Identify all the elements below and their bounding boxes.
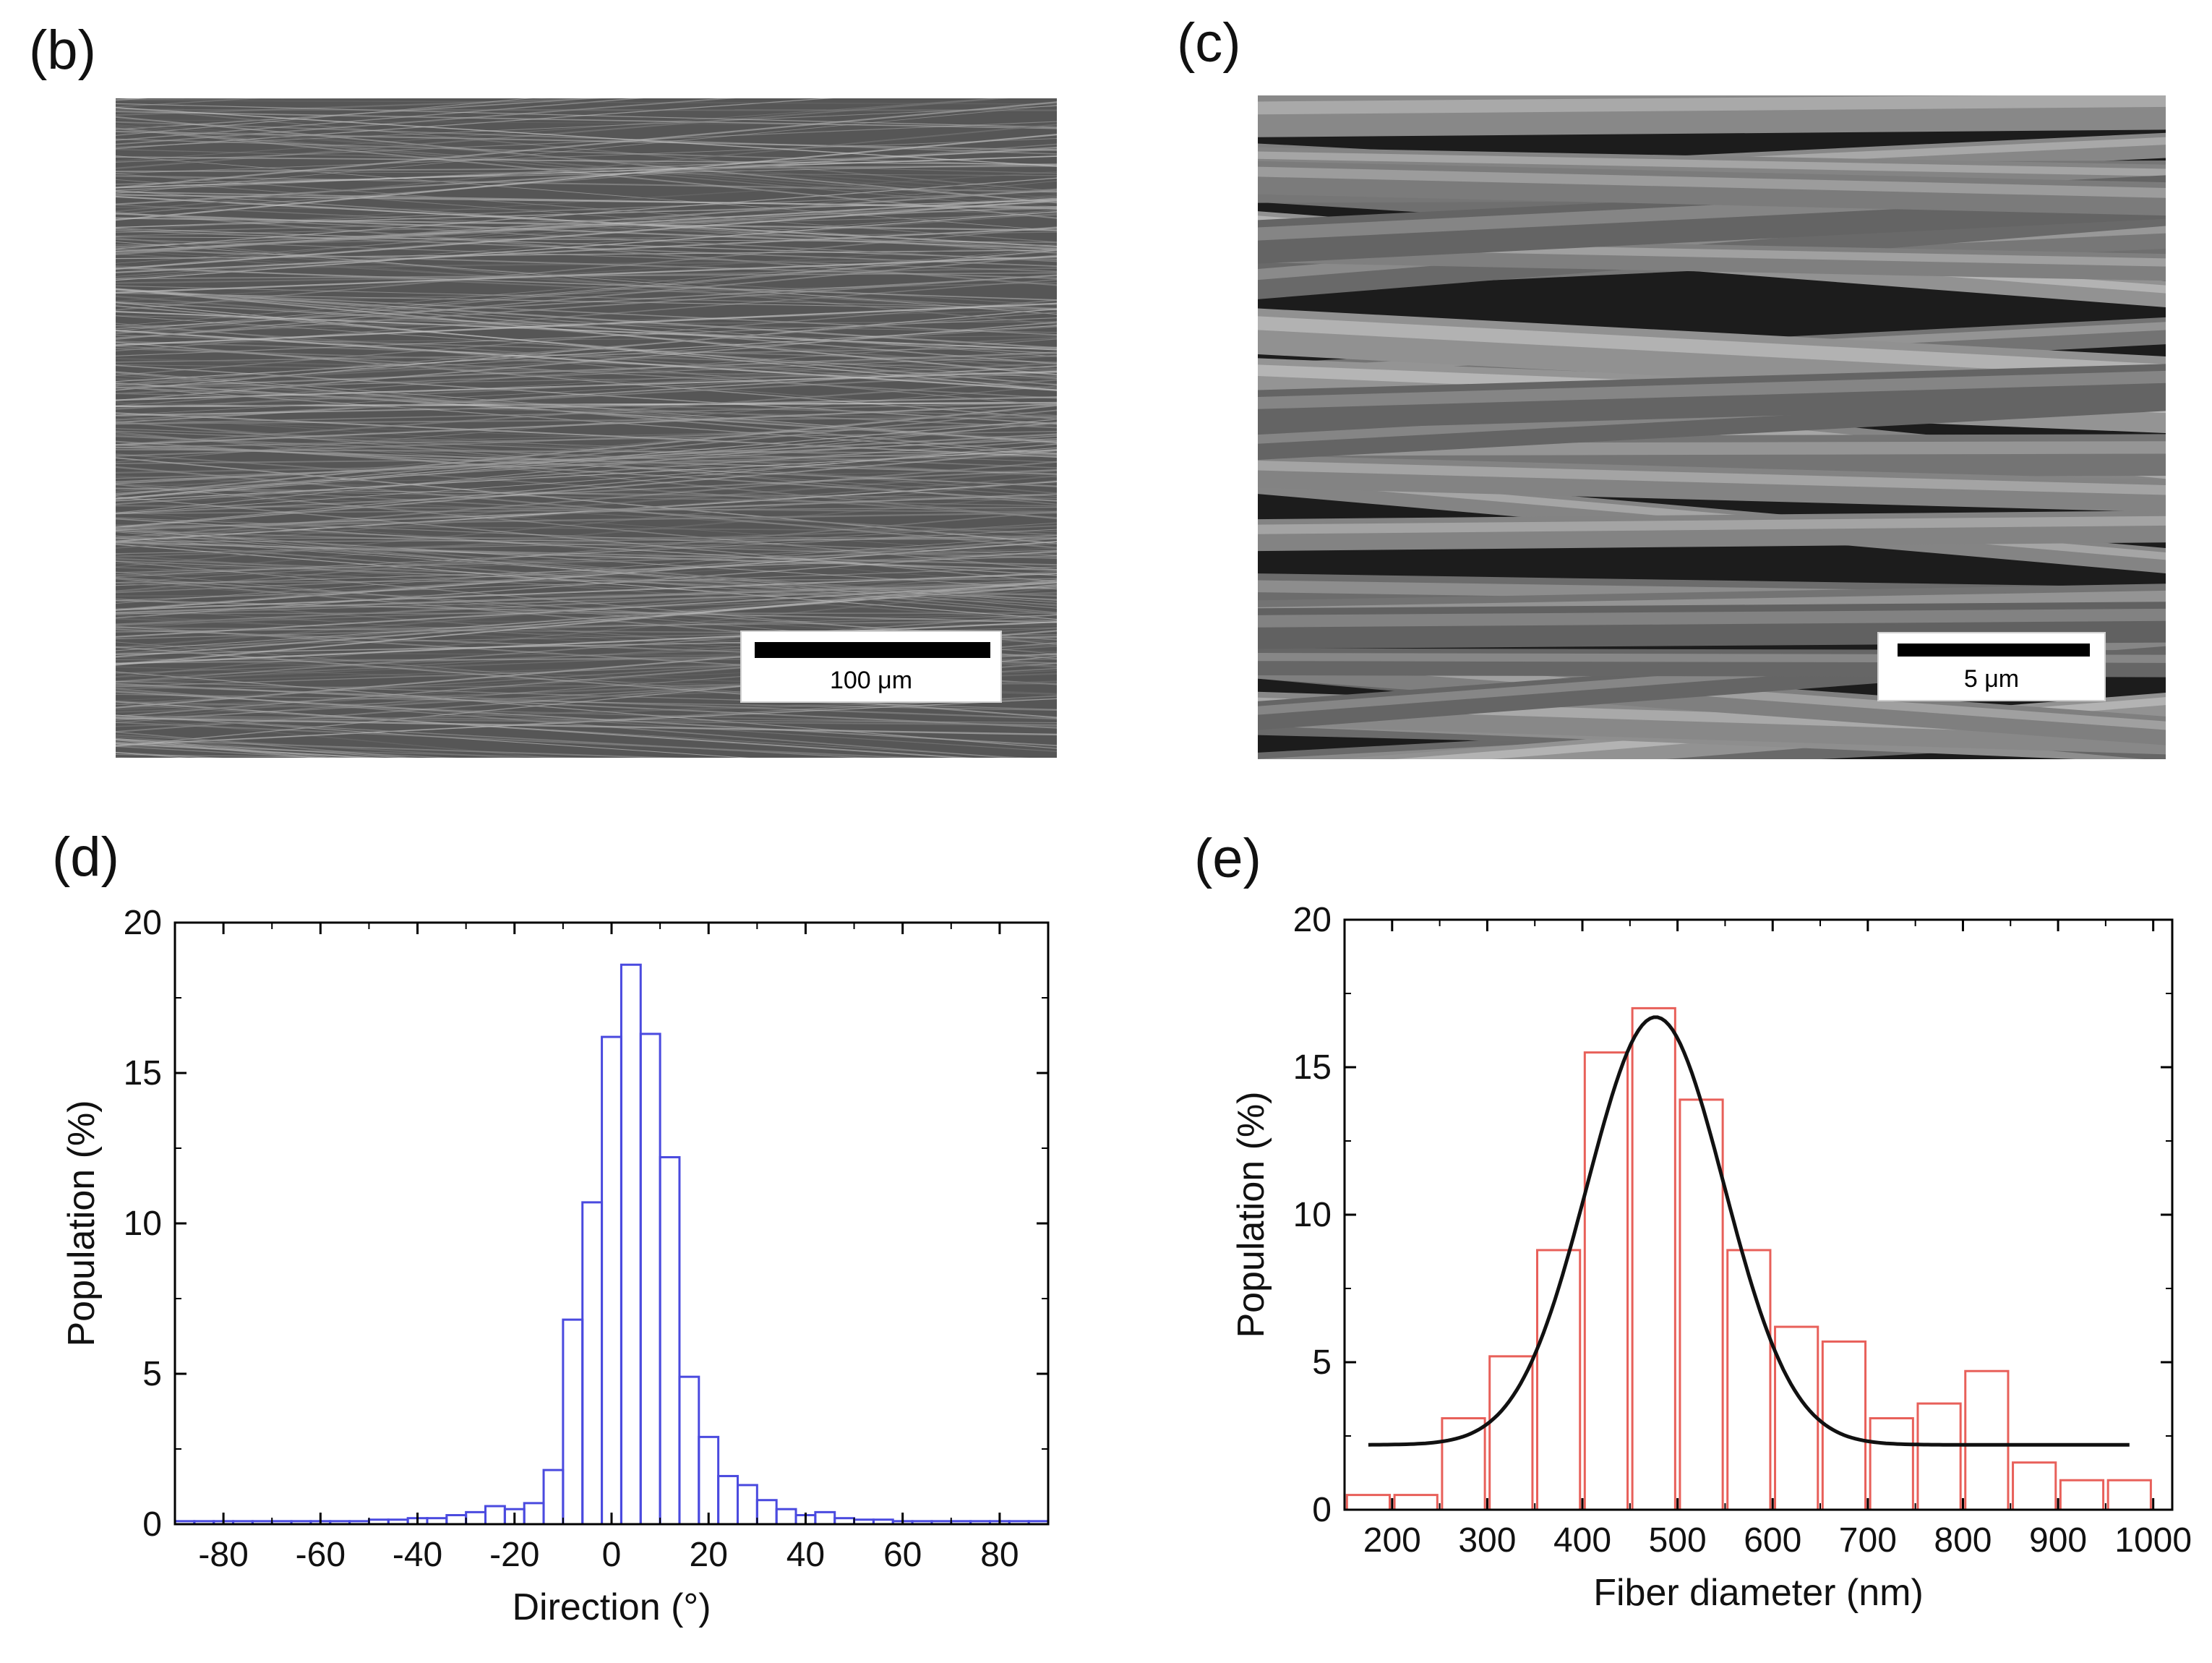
y-tick-label: 0 [142,1505,162,1544]
y-tick-label: 15 [1293,1048,1332,1087]
sem-fibers-c [1258,95,2166,759]
x-tick-label: 600 [1744,1521,1801,1560]
panel-label-d: (d) [52,826,119,888]
x-tick-label: 40 [786,1536,825,1574]
y-tick-label: 5 [142,1355,162,1393]
x-tick-label: 300 [1458,1521,1516,1560]
y-tick-label: 20 [124,904,162,942]
scale-bar-label-c: 5 μm [1963,665,2020,693]
sem-fibers-b [116,98,1057,758]
panel-label-e: (e) [1194,828,1261,889]
y-axis: 0 5 10 15 20 [1293,901,2172,1529]
panel-label-c: (c) [1177,12,1241,74]
y-tick-label: 10 [124,1205,162,1243]
x-tick-label: 500 [1649,1521,1707,1560]
x-tick-label: 20 [690,1536,728,1574]
y-axis: 0 5 10 15 20 [124,904,1048,1544]
sem-image-high-magnification: 5 μm [1258,95,2166,759]
x-tick-label: 1000 [2114,1521,2192,1560]
x-axis-label: Fiber diameter (nm) [1593,1572,1924,1614]
x-tick-label: 900 [2029,1521,2087,1560]
x-axis-label: Direction (°) [512,1586,711,1628]
scale-bar-line-c [1898,644,2090,657]
x-tick-label: 0 [602,1536,622,1574]
y-tick-label: 15 [124,1054,162,1093]
chart-fiber-diameter-histogram: 0 5 10 15 20 200 300 400 500 600 700 800 900 1000 Fibe… [1230,901,2192,1614]
x-axis: 200 300 400 500 600 700 800 900 1000 [1363,920,2192,1560]
scale-bar-line-b [755,642,990,658]
panel-label-b: (b) [29,20,96,81]
gaussian-fit-curve [1368,1015,2130,1447]
sem-image-low-magnification: 100 μm [116,98,1057,758]
x-tick-label: 700 [1839,1521,1897,1560]
x-axis: -80 -60 -40 -20 0 20 40 60 80 [198,923,1049,1574]
x-tick-label: 200 [1363,1521,1421,1560]
y-tick-label: 5 [1312,1343,1332,1382]
x-tick-label: 80 [980,1536,1019,1574]
x-tick-label: 400 [1553,1521,1611,1560]
plot-area [1345,920,2172,1510]
y-axis-label: Population (%) [61,1100,103,1346]
x-tick-label: -20 [489,1536,539,1574]
x-tick-label: 800 [1934,1521,1992,1560]
scale-bar-b: 100 μm [740,630,1002,703]
y-tick-label: 20 [1293,901,1332,939]
y-axis-label: Population (%) [1230,1091,1272,1338]
x-tick-label: 60 [883,1536,922,1574]
x-tick-label: -80 [198,1536,248,1574]
y-tick-label: 0 [1312,1491,1332,1529]
scale-bar-label-b: 100 μm [829,667,913,694]
y-tick-label: 10 [1293,1196,1332,1234]
x-tick-label: -40 [393,1536,442,1574]
scale-bar-c: 5 μm [1877,632,2106,701]
x-tick-label: -60 [296,1536,346,1574]
chart-direction-histogram: 0 5 10 15 20 -80 -60 -40 -20 0 20 40 60 80 Direction (… [61,904,1050,1628]
sem-fiber-texture-b [116,98,1057,758]
plot-area [175,923,1048,1524]
